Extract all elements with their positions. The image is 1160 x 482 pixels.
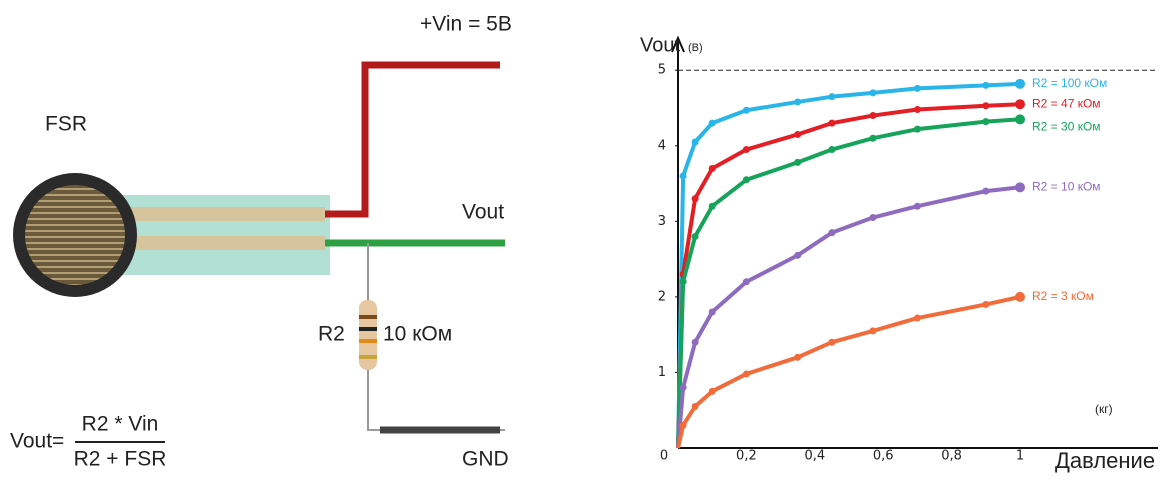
y-tick-label: 5 [658, 63, 666, 78]
point [869, 134, 877, 142]
y-tick-label: 2 [658, 289, 666, 304]
x-tick-label: 0 [660, 449, 668, 464]
point [742, 370, 750, 378]
vin-label: +Vin = 5В [420, 13, 512, 36]
point [708, 119, 716, 127]
legend-label: R2 = 100 кОм [1032, 76, 1107, 90]
point [794, 130, 802, 138]
point [828, 229, 836, 237]
point [869, 327, 877, 335]
resistor-band [359, 355, 377, 359]
formula-denominator: R2 + FSR [74, 448, 167, 471]
resistor-band [359, 327, 377, 331]
point [913, 125, 921, 133]
series-line [676, 294, 1021, 449]
point [708, 202, 716, 210]
point [742, 176, 750, 184]
series-line [676, 185, 1021, 449]
point [828, 338, 836, 346]
point [742, 106, 750, 114]
point [869, 112, 877, 120]
x-tick-label: 0,8 [941, 449, 962, 464]
x-tick-label: 1 [1016, 449, 1024, 464]
sensor-mesh [25, 185, 125, 285]
r2-value: 10 кОм [383, 323, 452, 346]
point [794, 353, 802, 361]
y-tick-label: 4 [658, 138, 666, 153]
vout-label: Vout [462, 201, 504, 224]
point [679, 172, 687, 180]
legend-label: R2 = 30 кОм [1032, 120, 1101, 134]
resistor [359, 300, 377, 370]
point [691, 338, 699, 346]
sensor-trace [100, 236, 325, 250]
point [869, 89, 877, 97]
chart: Vout (В) Давление (кг) 0 0,2 0,4 0,6 0,8 1 1 2 3… [640, 34, 1158, 473]
circuit: FSR +Vin = 5В Vout R2 10 кОм GND Vout= R… [10, 13, 512, 471]
point [913, 84, 921, 92]
x-tick-label: 0,2 [736, 449, 757, 464]
legend-label: R2 = 10 кОм [1032, 180, 1101, 194]
point [708, 387, 716, 395]
y-tick-label: 1 [658, 365, 666, 380]
point [982, 102, 990, 110]
point [913, 106, 921, 114]
point [828, 119, 836, 127]
resistor-band [359, 339, 377, 343]
point [828, 146, 836, 154]
point [1015, 182, 1025, 193]
point [691, 138, 699, 146]
point [794, 98, 802, 106]
sensor-trace [100, 207, 325, 221]
x-tick-label: 0,6 [873, 449, 894, 464]
point [794, 251, 802, 259]
point [794, 158, 802, 166]
point [1015, 114, 1025, 125]
formula-left: Vout= [10, 430, 64, 453]
gnd-label: GND [462, 448, 509, 471]
sensor-label: FSR [45, 113, 87, 136]
point [982, 300, 990, 308]
point [679, 278, 687, 286]
point [679, 421, 687, 429]
resistor-band [359, 315, 377, 319]
y-axis-unit: (В) [688, 42, 703, 54]
legend-label: R2 = 3 кОм [1032, 289, 1094, 303]
point [679, 384, 687, 392]
vin-wire [325, 61, 500, 218]
point [828, 93, 836, 101]
point [708, 308, 716, 316]
point [691, 402, 699, 410]
point [913, 202, 921, 210]
formula-numerator: R2 * Vin [82, 413, 159, 436]
y-axis-label: Vout [640, 34, 680, 56]
point [982, 81, 990, 89]
legend-label: R2 = 47 кОм [1032, 96, 1101, 110]
point [869, 214, 877, 222]
r2-label: R2 [318, 323, 345, 346]
point [982, 118, 990, 126]
point [1015, 78, 1025, 89]
x-axis-label: Давление [1055, 448, 1155, 473]
point [742, 146, 750, 154]
point [1015, 291, 1025, 302]
point [1015, 99, 1025, 110]
series-line [676, 102, 1021, 449]
point [982, 187, 990, 195]
point [708, 164, 716, 172]
point [742, 278, 750, 286]
point [691, 232, 699, 240]
y-tick-label: 3 [658, 214, 666, 229]
x-axis-unit: (кг) [1095, 402, 1113, 416]
series-line [676, 81, 1021, 449]
series-line [676, 117, 1021, 449]
x-tick-label: 0,4 [804, 449, 825, 464]
point [913, 314, 921, 322]
point [691, 195, 699, 203]
